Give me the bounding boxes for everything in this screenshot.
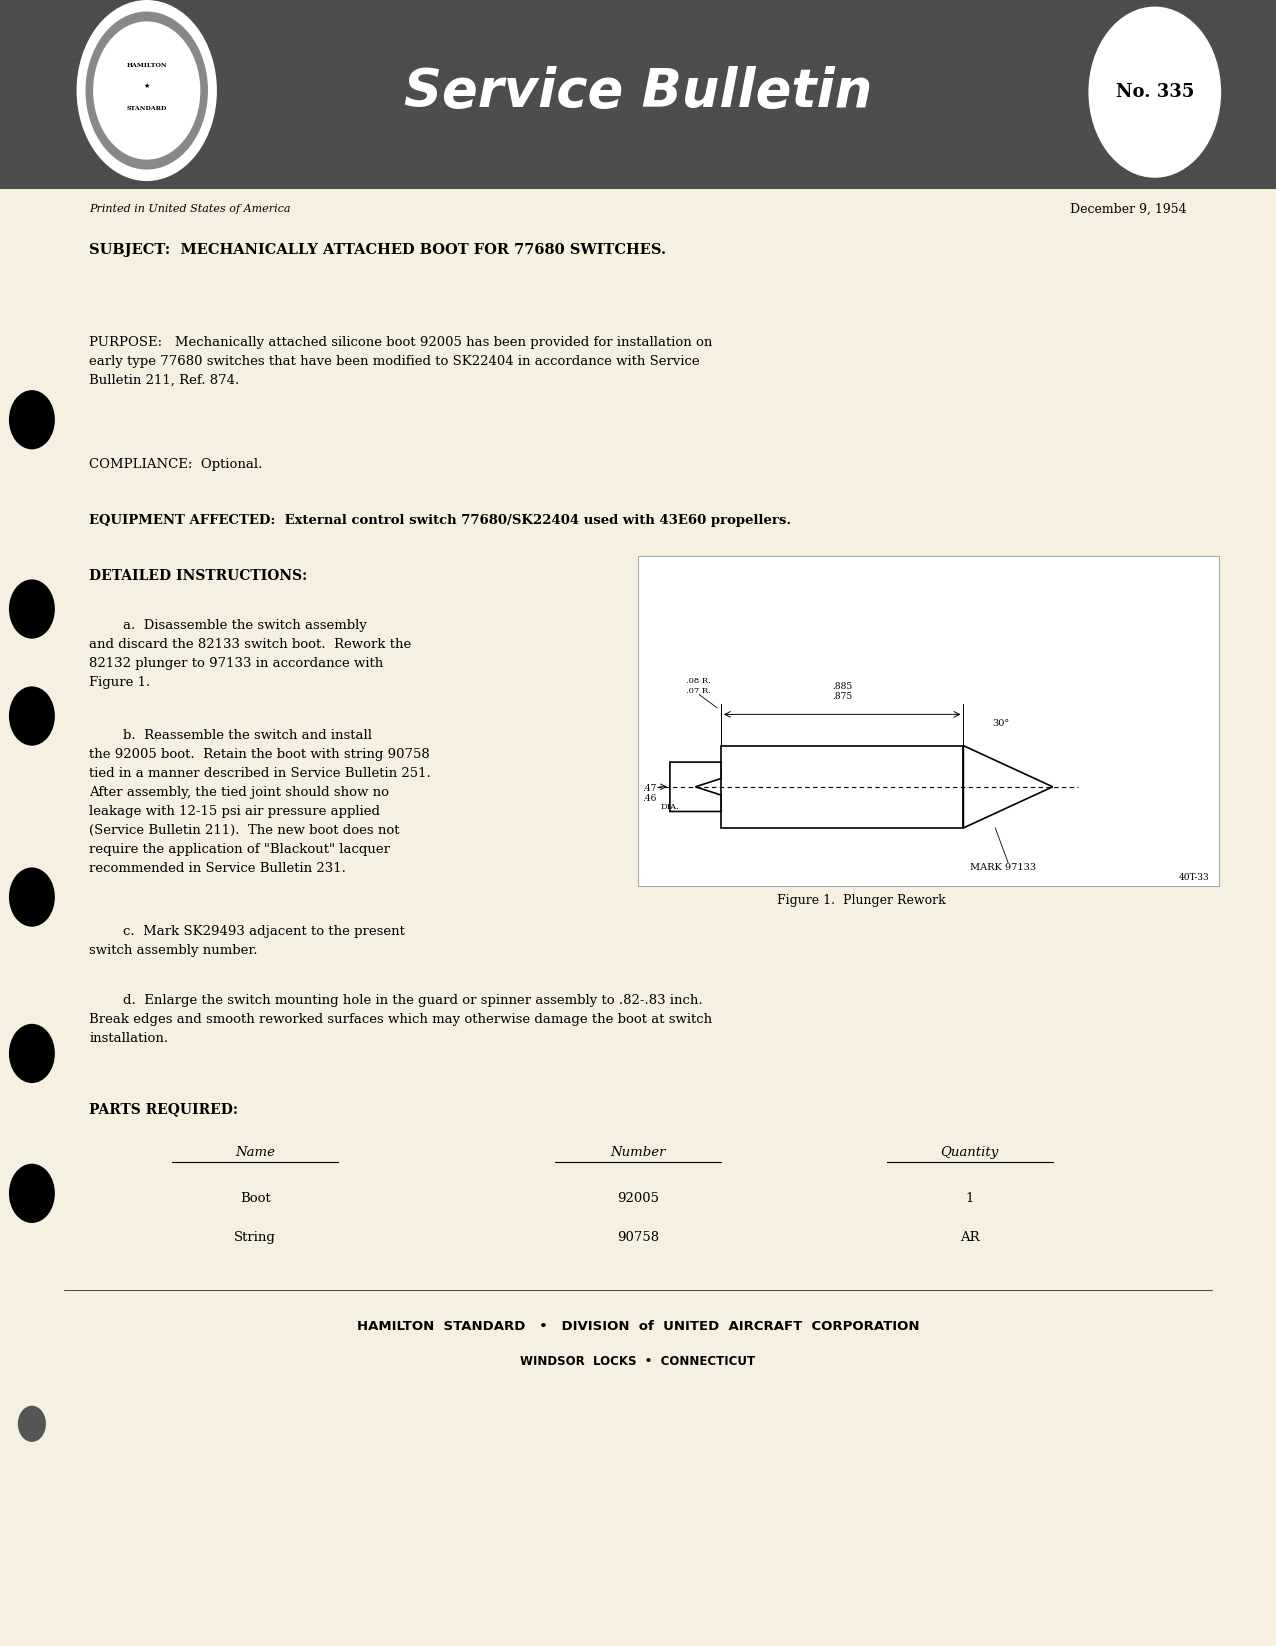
Text: SUBJECT:  MECHANICALLY ATTACHED BOOT FOR 77680 SWITCHES.: SUBJECT: MECHANICALLY ATTACHED BOOT FOR … (89, 244, 666, 257)
Circle shape (93, 21, 200, 160)
Text: EQUIPMENT AFFECTED:  External control switch 77680/SK22404 used with 43E60 prope: EQUIPMENT AFFECTED: External control swi… (89, 514, 791, 527)
Text: Boot: Boot (240, 1192, 271, 1205)
Circle shape (85, 12, 208, 170)
Bar (638, 556, 1219, 886)
Text: 1: 1 (966, 1192, 974, 1205)
Text: 40T-33: 40T-33 (1179, 874, 1210, 882)
Text: a.  Disassemble the switch assembly
and discard the 82133 switch boot.  Rework t: a. Disassemble the switch assembly and d… (89, 619, 412, 690)
Text: 92005: 92005 (618, 1192, 658, 1205)
Text: c.  Mark SK29493 adjacent to the present
switch assembly number.: c. Mark SK29493 adjacent to the present … (89, 925, 406, 956)
Circle shape (9, 867, 55, 927)
Circle shape (9, 579, 55, 639)
Text: STANDARD: STANDARD (126, 105, 167, 112)
Text: 30°: 30° (993, 719, 1009, 728)
Text: DIA.: DIA. (661, 803, 680, 810)
Text: PURPOSE:   Mechanically attached silicone boot 92005 has been provided for insta: PURPOSE: Mechanically attached silicone … (89, 336, 713, 387)
Text: No. 335: No. 335 (1115, 84, 1194, 100)
Bar (0, 0, 1276, 189)
Text: Number: Number (610, 1146, 666, 1159)
Text: HAMILTON  STANDARD   •   DIVISION  of  UNITED  AIRCRAFT  CORPORATION: HAMILTON STANDARD • DIVISION of UNITED A… (357, 1320, 919, 1333)
Polygon shape (670, 762, 721, 811)
Circle shape (77, 0, 217, 181)
Text: Quantity: Quantity (940, 1146, 999, 1159)
Circle shape (9, 1164, 55, 1223)
Circle shape (1088, 7, 1221, 178)
Circle shape (18, 1406, 46, 1442)
Text: b.  Reassemble the switch and install
the 92005 boot.  Retain the boot with stri: b. Reassemble the switch and install the… (89, 729, 431, 876)
Circle shape (9, 390, 55, 449)
Text: Printed in United States of America: Printed in United States of America (89, 204, 291, 214)
Text: ★: ★ (144, 82, 149, 89)
Text: String: String (235, 1231, 276, 1244)
Text: WINDSOR  LOCKS  •  CONNECTICUT: WINDSOR LOCKS • CONNECTICUT (521, 1355, 755, 1368)
Text: Service Bulletin: Service Bulletin (404, 66, 872, 119)
Text: Figure 1.  Plunger Rework: Figure 1. Plunger Rework (777, 894, 946, 907)
Text: .885
.875: .885 .875 (832, 681, 852, 701)
Polygon shape (963, 746, 1053, 828)
Text: December 9, 1954: December 9, 1954 (1071, 202, 1187, 216)
Text: HAMILTON: HAMILTON (126, 63, 167, 69)
Text: AR: AR (960, 1231, 980, 1244)
Text: PARTS REQUIRED:: PARTS REQUIRED: (89, 1103, 239, 1116)
Text: d.  Enlarge the switch mounting hole in the guard or spinner assembly to .82-.83: d. Enlarge the switch mounting hole in t… (89, 994, 712, 1045)
Text: 90758: 90758 (616, 1231, 660, 1244)
Text: COMPLIANCE:  Optional.: COMPLIANCE: Optional. (89, 458, 263, 471)
Text: Name: Name (235, 1146, 276, 1159)
Text: .47
.46: .47 .46 (642, 783, 656, 803)
Circle shape (9, 686, 55, 746)
Text: .08 R.
.07 R.: .08 R. .07 R. (686, 678, 711, 695)
Bar (638, 556, 1219, 886)
Text: DETAILED INSTRUCTIONS:: DETAILED INSTRUCTIONS: (89, 570, 308, 583)
Text: MARK 97133: MARK 97133 (970, 863, 1036, 871)
Bar (721, 746, 963, 828)
Circle shape (9, 1024, 55, 1083)
